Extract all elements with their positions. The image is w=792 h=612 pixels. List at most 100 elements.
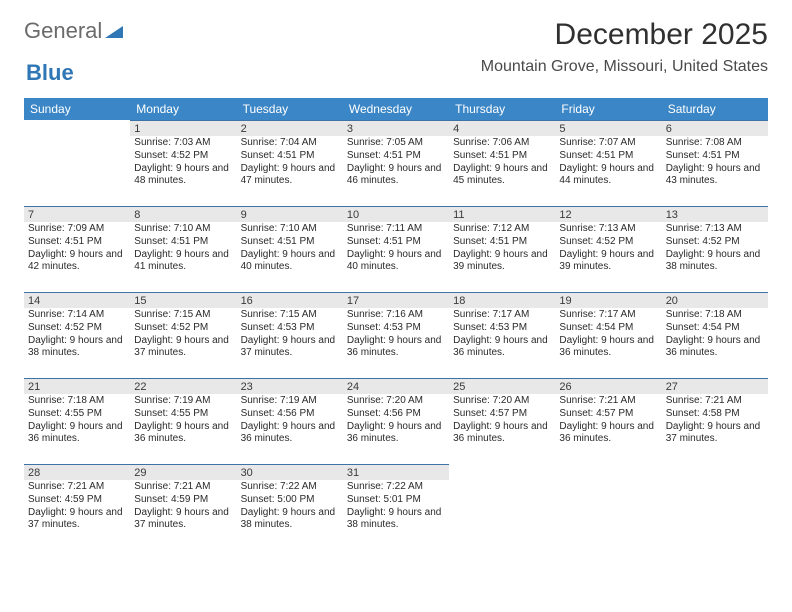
sunset-line: Sunset: 4:51 PM <box>666 150 764 163</box>
sunrise-line: Sunrise: 7:11 AM <box>347 223 445 236</box>
day-number: 12 <box>555 206 661 222</box>
sunrise-line: Sunrise: 7:10 AM <box>241 223 339 236</box>
day-number: 31 <box>343 464 449 480</box>
sunrise-line: Sunrise: 7:19 AM <box>241 395 339 408</box>
day-number: 3 <box>343 120 449 136</box>
day-number: 18 <box>449 292 555 308</box>
title-block: December 2025 Mountain Grove, Missouri, … <box>481 18 768 76</box>
day-info: Sunrise: 7:10 AMSunset: 4:51 PMDaylight:… <box>130 222 236 274</box>
sunset-line: Sunset: 5:01 PM <box>347 494 445 507</box>
daylight-line: Daylight: 9 hours and 38 minutes. <box>241 507 339 533</box>
sunrise-line: Sunrise: 7:21 AM <box>666 395 764 408</box>
sunset-line: Sunset: 4:56 PM <box>347 408 445 421</box>
sunset-line: Sunset: 4:55 PM <box>28 408 126 421</box>
day-info: Sunrise: 7:13 AMSunset: 4:52 PMDaylight:… <box>662 222 768 274</box>
sunrise-line: Sunrise: 7:16 AM <box>347 309 445 322</box>
sunset-line: Sunset: 4:53 PM <box>453 322 551 335</box>
day-info: Sunrise: 7:07 AMSunset: 4:51 PMDaylight:… <box>555 136 661 188</box>
daylight-line: Daylight: 9 hours and 36 minutes. <box>559 335 657 361</box>
day-info: Sunrise: 7:03 AMSunset: 4:52 PMDaylight:… <box>130 136 236 188</box>
calendar-cell <box>555 464 661 550</box>
calendar-week-row: 21Sunrise: 7:18 AMSunset: 4:55 PMDayligh… <box>24 378 768 464</box>
sunset-line: Sunset: 4:51 PM <box>28 236 126 249</box>
calendar-cell: 7Sunrise: 7:09 AMSunset: 4:51 PMDaylight… <box>24 206 130 292</box>
calendar-cell: 2Sunrise: 7:04 AMSunset: 4:51 PMDaylight… <box>237 120 343 206</box>
day-number: 25 <box>449 378 555 394</box>
calendar-cell: 18Sunrise: 7:17 AMSunset: 4:53 PMDayligh… <box>449 292 555 378</box>
calendar-cell: 12Sunrise: 7:13 AMSunset: 4:52 PMDayligh… <box>555 206 661 292</box>
brand-part2: Blue <box>26 60 74 85</box>
calendar-cell: 30Sunrise: 7:22 AMSunset: 5:00 PMDayligh… <box>237 464 343 550</box>
day-number: 14 <box>24 292 130 308</box>
sunrise-line: Sunrise: 7:13 AM <box>666 223 764 236</box>
calendar-cell: 9Sunrise: 7:10 AMSunset: 4:51 PMDaylight… <box>237 206 343 292</box>
day-number: 11 <box>449 206 555 222</box>
daylight-line: Daylight: 9 hours and 36 minutes. <box>453 421 551 447</box>
sunset-line: Sunset: 4:57 PM <box>559 408 657 421</box>
daylight-line: Daylight: 9 hours and 38 minutes. <box>28 335 126 361</box>
sunrise-line: Sunrise: 7:17 AM <box>453 309 551 322</box>
daylight-line: Daylight: 9 hours and 37 minutes. <box>241 335 339 361</box>
day-number: 28 <box>24 464 130 480</box>
calendar-cell: 24Sunrise: 7:20 AMSunset: 4:56 PMDayligh… <box>343 378 449 464</box>
calendar-cell: 11Sunrise: 7:12 AMSunset: 4:51 PMDayligh… <box>449 206 555 292</box>
sunset-line: Sunset: 4:51 PM <box>241 236 339 249</box>
day-number: 8 <box>130 206 236 222</box>
day-number: 22 <box>130 378 236 394</box>
calendar-cell: 28Sunrise: 7:21 AMSunset: 4:59 PMDayligh… <box>24 464 130 550</box>
brand-part1: General <box>24 18 102 44</box>
calendar-week-row: 1Sunrise: 7:03 AMSunset: 4:52 PMDaylight… <box>24 120 768 206</box>
day-number: 19 <box>555 292 661 308</box>
day-number: 29 <box>130 464 236 480</box>
day-info: Sunrise: 7:05 AMSunset: 4:51 PMDaylight:… <box>343 136 449 188</box>
daylight-line: Daylight: 9 hours and 37 minutes. <box>134 335 232 361</box>
sunset-line: Sunset: 4:52 PM <box>559 236 657 249</box>
calendar-cell: 19Sunrise: 7:17 AMSunset: 4:54 PMDayligh… <box>555 292 661 378</box>
calendar-body: 1Sunrise: 7:03 AMSunset: 4:52 PMDaylight… <box>24 120 768 550</box>
day-number: 23 <box>237 378 343 394</box>
daylight-line: Daylight: 9 hours and 36 minutes. <box>28 421 126 447</box>
day-number: 26 <box>555 378 661 394</box>
day-number: 20 <box>662 292 768 308</box>
weekday-header: Tuesday <box>237 98 343 120</box>
day-number: 15 <box>130 292 236 308</box>
sunrise-line: Sunrise: 7:13 AM <box>559 223 657 236</box>
day-info: Sunrise: 7:15 AMSunset: 4:52 PMDaylight:… <box>130 308 236 360</box>
sunset-line: Sunset: 4:59 PM <box>134 494 232 507</box>
sunrise-line: Sunrise: 7:08 AM <box>666 137 764 150</box>
day-info: Sunrise: 7:10 AMSunset: 4:51 PMDaylight:… <box>237 222 343 274</box>
sunrise-line: Sunrise: 7:12 AM <box>453 223 551 236</box>
day-info: Sunrise: 7:06 AMSunset: 4:51 PMDaylight:… <box>449 136 555 188</box>
calendar-cell: 8Sunrise: 7:10 AMSunset: 4:51 PMDaylight… <box>130 206 236 292</box>
weekday-header: Friday <box>555 98 661 120</box>
sunrise-line: Sunrise: 7:20 AM <box>347 395 445 408</box>
day-info: Sunrise: 7:19 AMSunset: 4:56 PMDaylight:… <box>237 394 343 446</box>
sunset-line: Sunset: 4:54 PM <box>666 322 764 335</box>
day-number: 1 <box>130 120 236 136</box>
daylight-line: Daylight: 9 hours and 38 minutes. <box>347 507 445 533</box>
day-info: Sunrise: 7:18 AMSunset: 4:54 PMDaylight:… <box>662 308 768 360</box>
day-info: Sunrise: 7:22 AMSunset: 5:00 PMDaylight:… <box>237 480 343 532</box>
sunrise-line: Sunrise: 7:05 AM <box>347 137 445 150</box>
daylight-line: Daylight: 9 hours and 45 minutes. <box>453 163 551 189</box>
calendar-cell: 29Sunrise: 7:21 AMSunset: 4:59 PMDayligh… <box>130 464 236 550</box>
daylight-line: Daylight: 9 hours and 41 minutes. <box>134 249 232 275</box>
day-number: 30 <box>237 464 343 480</box>
day-info: Sunrise: 7:21 AMSunset: 4:59 PMDaylight:… <box>130 480 236 532</box>
calendar-cell: 26Sunrise: 7:21 AMSunset: 4:57 PMDayligh… <box>555 378 661 464</box>
calendar-cell: 5Sunrise: 7:07 AMSunset: 4:51 PMDaylight… <box>555 120 661 206</box>
calendar-cell: 23Sunrise: 7:19 AMSunset: 4:56 PMDayligh… <box>237 378 343 464</box>
daylight-line: Daylight: 9 hours and 47 minutes. <box>241 163 339 189</box>
weekday-header: Monday <box>130 98 236 120</box>
day-info: Sunrise: 7:14 AMSunset: 4:52 PMDaylight:… <box>24 308 130 360</box>
daylight-line: Daylight: 9 hours and 43 minutes. <box>666 163 764 189</box>
calendar-cell: 13Sunrise: 7:13 AMSunset: 4:52 PMDayligh… <box>662 206 768 292</box>
sunrise-line: Sunrise: 7:21 AM <box>134 481 232 494</box>
sunrise-line: Sunrise: 7:18 AM <box>666 309 764 322</box>
month-title: December 2025 <box>481 18 768 52</box>
sunset-line: Sunset: 5:00 PM <box>241 494 339 507</box>
calendar-cell: 15Sunrise: 7:15 AMSunset: 4:52 PMDayligh… <box>130 292 236 378</box>
day-info: Sunrise: 7:20 AMSunset: 4:56 PMDaylight:… <box>343 394 449 446</box>
sunrise-line: Sunrise: 7:10 AM <box>134 223 232 236</box>
sunrise-line: Sunrise: 7:21 AM <box>28 481 126 494</box>
